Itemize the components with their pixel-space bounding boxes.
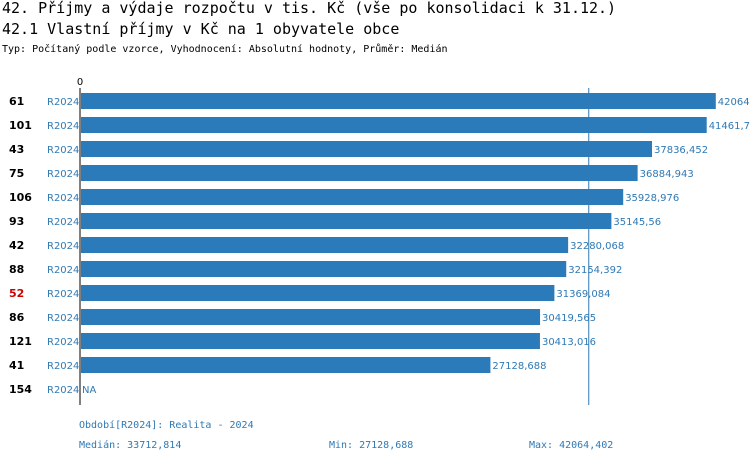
bar-value-label: 30419,565 <box>542 313 596 324</box>
row-period-label: R2024 <box>47 337 79 348</box>
bar-value-label: 35145,56 <box>613 217 661 228</box>
row-period-label: R2024 <box>47 265 79 276</box>
bar-value-label: NA <box>82 385 96 396</box>
row-period-label: R2024 <box>47 145 79 156</box>
row-period-label: R2024 <box>47 121 79 132</box>
row-label: 106 <box>9 191 32 204</box>
bar <box>81 93 716 109</box>
bar <box>81 333 540 349</box>
row-period-label: R2024 <box>47 385 79 396</box>
row-label: 52 <box>9 287 24 300</box>
row-label: 88 <box>9 263 24 276</box>
bar <box>81 309 541 325</box>
row-period-label: R2024 <box>47 361 79 372</box>
bar <box>81 165 638 181</box>
row-period-label: R2024 <box>47 289 79 300</box>
chart-type-line: Typ: Počítaný podle vzorce, Vyhodnocení:… <box>2 44 448 55</box>
row-label: 41 <box>9 359 24 372</box>
row-label: 93 <box>9 215 24 228</box>
footer-period: Období[R2024]: Realita - 2024 <box>79 420 254 431</box>
row-label: 61 <box>9 95 24 108</box>
row-label: 101 <box>9 119 32 132</box>
row-label: 42 <box>9 239 24 252</box>
row-label: 154 <box>9 383 32 396</box>
bar-value-label: 27128,688 <box>492 361 546 372</box>
row-label: 86 <box>9 311 25 324</box>
row-label: 75 <box>9 167 24 180</box>
row-period-label: R2024 <box>47 193 79 204</box>
bar-value-label: 41461,792 <box>709 121 750 132</box>
row-label: 121 <box>9 335 32 348</box>
row-period-label: R2024 <box>47 97 79 108</box>
footer-max: Max: 42064,402 <box>529 440 614 451</box>
bar-value-label: 37836,452 <box>654 145 708 156</box>
chart-rows: 61 R2024 42064,402 101 R2024 41461,792 43 R2024… <box>9 93 750 396</box>
bar <box>81 117 707 133</box>
bar <box>81 189 624 205</box>
bar-value-label: 32154,392 <box>568 265 622 276</box>
bar-value-label: 30413,016 <box>542 337 596 348</box>
bar <box>81 357 491 373</box>
bar-value-label: 32280,068 <box>570 241 624 252</box>
footer-min: Min: 27128,688 <box>329 440 414 451</box>
bar-value-label: 42064,402 <box>718 97 750 108</box>
bar-value-label: 36884,943 <box>640 169 694 180</box>
row-period-label: R2024 <box>47 313 79 324</box>
bar-value-label: 35928,976 <box>625 193 679 204</box>
row-label: 43 <box>9 143 24 156</box>
bar <box>81 261 567 277</box>
bar <box>81 285 555 301</box>
x-tick-label-0: 0 <box>77 77 83 88</box>
footer-median: Medián: 33712,814 <box>79 440 182 451</box>
bar <box>81 141 652 157</box>
row-period-label: R2024 <box>47 217 79 228</box>
bar <box>81 213 612 229</box>
row-period-label: R2024 <box>47 241 79 252</box>
row-period-label: R2024 <box>47 169 79 180</box>
bar-value-label: 31369,084 <box>556 289 610 300</box>
chart-title: 42. Příjmy a výdaje rozpočtu v tis. Kč (… <box>2 0 617 17</box>
chart-subtitle: 42.1 Vlastní příjmy v Kč na 1 obyvatele … <box>2 20 400 38</box>
bar <box>81 237 569 253</box>
